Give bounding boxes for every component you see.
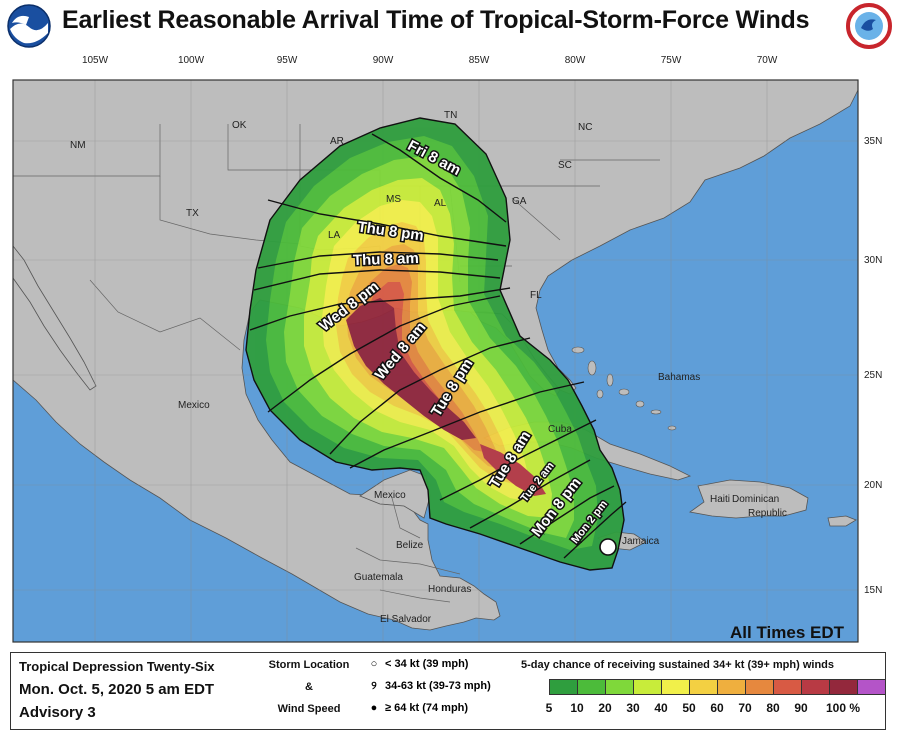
place-label: Guatemala bbox=[354, 572, 403, 583]
storm-location-label: Storm Location bbox=[268, 659, 350, 671]
scale-swatch bbox=[549, 679, 578, 695]
storm-name: Tropical Depression Twenty-Six bbox=[19, 659, 215, 674]
kt-row-weak: ○ < 34 kt (39 mph) bbox=[367, 658, 469, 670]
time-label: Thu 8 am bbox=[353, 250, 419, 269]
nws-logo bbox=[846, 3, 892, 49]
place-label: TX bbox=[186, 208, 199, 219]
lon-label: 80W bbox=[565, 55, 586, 66]
place-label: Bahamas bbox=[658, 372, 700, 383]
scale-tick-label: 90 bbox=[794, 701, 808, 715]
scale-swatch bbox=[717, 679, 746, 695]
lon-label: 70W bbox=[757, 55, 778, 66]
scale-tick-label: 80 bbox=[766, 701, 780, 715]
place-label: GA bbox=[512, 196, 527, 207]
probability-title: 5-day chance of receiving sustained 34+ … bbox=[521, 659, 834, 671]
place-label: Jamaica bbox=[622, 536, 660, 547]
scale-swatch bbox=[605, 679, 634, 695]
scale-tick-label: 5 bbox=[545, 701, 553, 715]
scale-swatch bbox=[857, 679, 886, 695]
land-baja bbox=[13, 245, 97, 391]
lon-label: 95W bbox=[277, 55, 298, 66]
land-hispaniola bbox=[688, 479, 809, 519]
lon-label: 75W bbox=[661, 55, 682, 66]
legend: Tropical Depression Twenty-Six Mon. Oct.… bbox=[10, 652, 886, 730]
lon-label: 85W bbox=[469, 55, 490, 66]
lon-label: 100W bbox=[178, 55, 205, 66]
land-north-america bbox=[13, 80, 858, 631]
noaa-logo bbox=[7, 4, 51, 48]
storm-location-marker bbox=[599, 538, 617, 556]
place-label: Dominican bbox=[732, 494, 779, 505]
lat-label: 35N bbox=[864, 136, 882, 147]
place-label: Belize bbox=[396, 540, 424, 551]
scale-swatch bbox=[801, 679, 830, 695]
page-title: Earliest Reasonable Arrival Time of Trop… bbox=[62, 6, 810, 34]
scale-swatch bbox=[633, 679, 662, 695]
kt-row-tropical-storm: ୨ 34-63 kt (39-73 mph) bbox=[367, 680, 491, 693]
scale-tick-label: 70 bbox=[738, 701, 752, 715]
lat-label: 25N bbox=[864, 370, 882, 381]
scale-tick-label: 60 bbox=[710, 701, 724, 715]
place-label: FL bbox=[530, 290, 542, 301]
place-label: MS bbox=[386, 194, 401, 205]
place-label: AR bbox=[330, 136, 344, 147]
place-label: NC bbox=[578, 122, 592, 133]
place-label: LA bbox=[328, 230, 341, 241]
place-label: Haiti bbox=[710, 494, 730, 505]
place-label: Republic bbox=[748, 508, 787, 519]
hurricane-icon: ● bbox=[370, 702, 378, 714]
place-label: Mexico bbox=[178, 400, 210, 411]
lon-label: 90W bbox=[373, 55, 394, 66]
place-label: OK bbox=[232, 120, 247, 131]
scale-swatch bbox=[829, 679, 858, 695]
scale-tick-label: 50 bbox=[682, 701, 696, 715]
advisory-number: Advisory 3 bbox=[19, 704, 96, 721]
kt-row-label: ≥ 64 kt (74 mph) bbox=[385, 702, 469, 714]
isochrones bbox=[245, 117, 627, 571]
scale-swatch bbox=[689, 679, 718, 695]
kt-row-label: < 34 kt (39 mph) bbox=[385, 658, 469, 670]
lat-label: 20N bbox=[864, 480, 882, 491]
scale-tick-label: 100 % bbox=[825, 701, 861, 715]
advisory-date: Mon. Oct. 5, 2020 5 am EDT bbox=[19, 681, 215, 698]
scale-tick-label: 10 bbox=[570, 701, 584, 715]
scale-swatch bbox=[661, 679, 690, 695]
probability-swath bbox=[246, 118, 624, 570]
all-times-label: All Times EDT bbox=[730, 623, 845, 642]
kt-row-hurricane: ● ≥ 64 kt (74 mph) bbox=[367, 702, 468, 714]
prob-90-south bbox=[480, 444, 546, 496]
header: Earliest Reasonable Arrival Time of Trop… bbox=[0, 0, 897, 50]
place-label: Cuba bbox=[548, 424, 572, 435]
place-label: El Salvador bbox=[380, 614, 432, 625]
place-label: NM bbox=[70, 140, 86, 151]
scale-swatch bbox=[745, 679, 774, 695]
scale-tick-label: 40 bbox=[654, 701, 668, 715]
scale-swatch bbox=[577, 679, 606, 695]
scale-swatch bbox=[773, 679, 802, 695]
ampersand-label: & bbox=[305, 681, 313, 693]
scale-tick-label: 20 bbox=[598, 701, 612, 715]
forecast-map: NM OK AR TN NC SC TX MS AL GA LA FL Baha… bbox=[0, 50, 897, 650]
place-label: SC bbox=[558, 160, 572, 171]
place-label: AL bbox=[434, 198, 447, 209]
lon-label: 105W bbox=[82, 55, 109, 66]
scale-tick-label: 30 bbox=[626, 701, 640, 715]
land-puerto-rico bbox=[827, 515, 857, 527]
place-label: Honduras bbox=[428, 584, 471, 595]
tropical-storm-icon: ୨ bbox=[371, 680, 377, 692]
land-bahamas bbox=[571, 346, 677, 431]
lat-label: 15N bbox=[864, 585, 882, 596]
place-label: TN bbox=[444, 110, 457, 121]
lat-label: 30N bbox=[864, 255, 882, 266]
kt-row-label: 34-63 kt (39-73 mph) bbox=[385, 680, 491, 692]
open-circle-icon: ○ bbox=[370, 658, 378, 670]
place-label: Mexico bbox=[374, 490, 406, 501]
probability-color-scale bbox=[549, 679, 886, 695]
wind-speed-label: Wind Speed bbox=[277, 703, 341, 715]
prob-90 bbox=[346, 298, 476, 440]
